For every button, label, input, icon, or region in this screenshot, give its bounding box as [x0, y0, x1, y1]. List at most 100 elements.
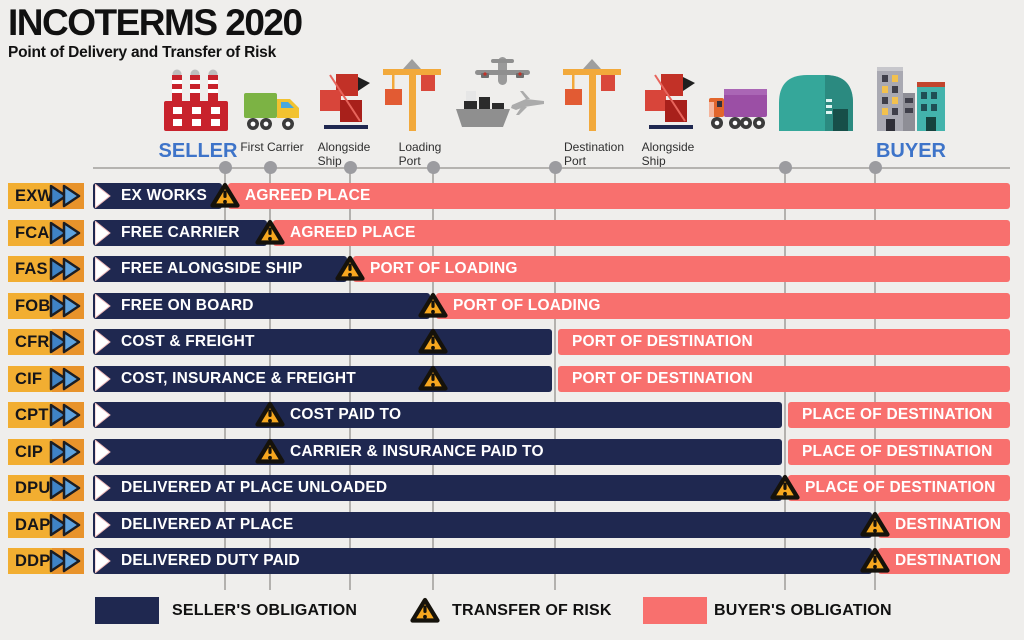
chevron-arrows-icon — [49, 513, 81, 536]
bar-start-arrow-icon — [95, 403, 111, 427]
legend-risk-label: TRANSFER OF RISK — [452, 602, 612, 619]
seller-factory-icon — [164, 69, 228, 136]
incoterm-name-label: FREE ON BOARD — [121, 296, 254, 314]
buyer-obligation-bar — [558, 329, 1010, 355]
legend: SELLER'S OBLIGATION TRANSFER OF RISK BUY… — [0, 596, 1024, 626]
seller-obligation-bar — [93, 511, 872, 538]
transfer-of-risk-icon — [410, 597, 440, 623]
transfer-of-risk-icon — [860, 547, 890, 573]
chevron-arrows-icon — [49, 367, 81, 390]
incoterm-name-label: COST, INSURANCE & FREIGHT — [121, 369, 356, 387]
alongside-ship-cargo-icon-2 — [645, 74, 695, 136]
chevron-arrows-icon — [49, 330, 81, 354]
incoterm-name-label: DELIVERED AT PLACE — [121, 515, 294, 533]
incoterm-code: DAP — [15, 515, 51, 534]
chevron-arrows-icon — [49, 549, 81, 573]
page-title: INCOTERMS 2020 — [8, 2, 303, 43]
delivery-place-label: PLACE OF DESTINATION — [802, 406, 993, 423]
seller-obligation-bar — [93, 292, 430, 319]
incoterm-code-badge: DAP — [8, 511, 84, 538]
incoterm-row: EXW EX WORKS AGREED PLACE — [0, 182, 1024, 209]
bar-start-arrow-icon — [95, 549, 111, 573]
waypoint-label-buyer: BUYER — [875, 140, 947, 162]
seller-obligation-bar — [93, 365, 552, 392]
incoterm-code: DDP — [15, 552, 51, 570]
delivery-place-label: AGREED PLACE — [290, 223, 416, 241]
incoterm-code-badge: EXW — [8, 183, 84, 209]
bar-start-arrow-icon — [95, 220, 111, 245]
alongside-ship-cargo-icon — [320, 74, 370, 136]
bar-start-arrow-icon — [95, 257, 111, 281]
delivery-place-label: PORT OF LOADING — [453, 296, 601, 314]
buyer-obligation-bar — [788, 402, 1010, 428]
legend-buyer-label: BUYER'S OBLIGATION — [714, 602, 892, 619]
delivery-place-label: AGREED PLACE — [245, 187, 371, 204]
bar-start-arrow-icon — [95, 184, 111, 208]
waypoint-label-alongside-ship: Alongside Ship — [317, 140, 371, 168]
buyer-obligation-bar — [878, 548, 1010, 574]
transfer-of-risk-icon — [210, 182, 240, 208]
first-carrier-truck-icon — [244, 87, 300, 136]
buyer-obligation-bar — [878, 511, 1010, 538]
bar-start-arrow-icon — [95, 439, 111, 464]
buyer-obligation-bar — [228, 183, 1010, 209]
timeline-dot — [263, 161, 277, 174]
incoterm-code-badge: DDP — [8, 548, 84, 574]
seller-obligation-bar — [93, 438, 782, 465]
buyer-obligation-bar — [436, 292, 1010, 319]
incoterm-code: FOB — [15, 296, 51, 315]
seller-obligation-swatch — [95, 597, 159, 624]
seller-obligation-bar — [93, 475, 782, 501]
delivery-place-label: DESTINATION — [895, 552, 1002, 569]
incoterm-row: CFR COST & FREIGHT PORT OF DESTINATION — [0, 328, 1024, 355]
incoterm-row: DPU DELIVERED AT PLACE UNLOADED PLACE OF… — [0, 474, 1024, 501]
transfer-of-risk-icon — [255, 438, 285, 464]
incoterm-row: CPT COST PAID TO PLACE OF DESTINATION — [0, 401, 1024, 428]
incoterm-code: CIF — [15, 369, 43, 388]
incoterm-row: FCA FREE CARRIER AGREED PLACE — [0, 219, 1024, 246]
bar-start-arrow-icon — [95, 476, 111, 500]
incoterm-row: FOB FREE ON BOARD PORT OF LOADING — [0, 292, 1024, 319]
incoterm-code-badge: CIP — [8, 438, 84, 465]
transfer-of-risk-icon — [335, 255, 365, 281]
delivery-place-label: PORT OF LOADING — [370, 260, 518, 277]
incoterm-code-badge: CIF — [8, 365, 84, 392]
incoterm-code: EXW — [15, 187, 54, 205]
timeline-dot — [778, 161, 792, 174]
timeline-dot — [343, 161, 357, 174]
chevron-arrows-icon — [49, 294, 81, 317]
incoterm-code-badge: DPU — [8, 475, 84, 501]
incoterm-code-badge: FOB — [8, 292, 84, 319]
incoterm-row: FAS FREE ALONGSIDE SHIP PORT OF LOADING — [0, 255, 1024, 282]
incoterm-name-label: FREE CARRIER — [121, 223, 240, 241]
timeline-dot — [218, 161, 232, 174]
incoterm-code-badge: CFR — [8, 329, 84, 355]
bar-start-arrow-icon — [95, 366, 111, 391]
incoterm-code: CPT — [15, 406, 49, 424]
incoterm-name-label: EX WORKS — [121, 187, 207, 204]
incoterm-name-label: COST & FREIGHT — [121, 333, 255, 350]
main-transport-ship-plane-icon — [456, 57, 548, 136]
incoterm-row: CIP CARRIER & INSURANCE PAID TO PLACE OF… — [0, 438, 1024, 465]
incoterm-name-label: CARRIER & INSURANCE PAID TO — [290, 442, 544, 460]
incoterm-code: FAS — [15, 260, 48, 278]
delivery-place-label: PORT OF DESTINATION — [572, 369, 753, 387]
timeline-dot — [548, 161, 562, 174]
incoterm-name-label: FREE ALONGSIDE SHIP — [121, 260, 303, 277]
delivery-truck-icon — [709, 89, 767, 136]
gridline — [554, 168, 556, 590]
chevron-arrows-icon — [49, 221, 81, 244]
transfer-of-risk-icon — [418, 292, 448, 318]
seller-obligation-bar — [93, 548, 872, 574]
incoterm-code: CFR — [15, 333, 50, 351]
incoterm-code: FCA — [15, 223, 50, 242]
delivery-place-label: PORT OF DESTINATION — [572, 333, 753, 350]
transfer-of-risk-icon — [860, 511, 890, 537]
incoterm-code: DPU — [15, 479, 51, 497]
chevron-arrows-icon — [49, 184, 81, 208]
seller-obligation-bar — [93, 256, 347, 282]
incoterm-row: DDP DELIVERED DUTY PAID DESTINATION — [0, 547, 1024, 574]
chevron-arrows-icon — [49, 257, 81, 281]
seller-obligation-bar — [93, 329, 552, 355]
